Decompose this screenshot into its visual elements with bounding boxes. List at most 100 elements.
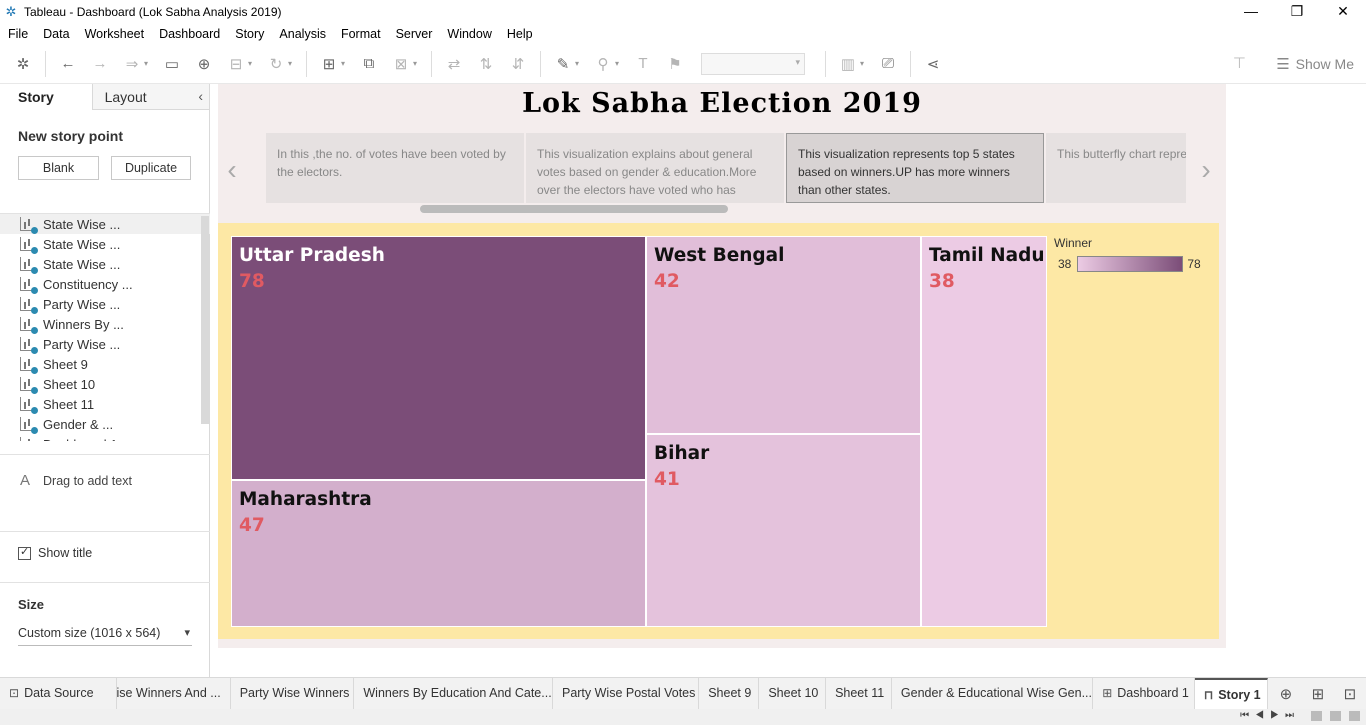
highlight-icon[interactable]: ✎ (556, 55, 570, 73)
tab-sheet[interactable]: Sheet 11 (826, 678, 892, 709)
highlight-dropdown-icon[interactable]: ▾ (575, 59, 580, 68)
pin-icon[interactable]: ⊤ (1232, 55, 1246, 72)
list-item[interactable]: Party Wise ... (0, 294, 210, 314)
clear-dropdown-icon[interactable]: ▾ (413, 59, 418, 68)
list-item[interactable]: Constituency ... (0, 274, 210, 294)
fix-axes-icon[interactable]: ⚑ (668, 55, 682, 73)
tab-story-active[interactable]: ⊓ Story 1 (1194, 678, 1268, 709)
list-item[interactable]: State Wise ... (0, 214, 210, 234)
story-point[interactable]: This visualization explains about genera… (526, 133, 784, 203)
group-members-icon[interactable]: ⚲ (597, 55, 609, 73)
sort-descending-icon[interactable]: ⇵ (511, 55, 525, 73)
new-dashboard-icon[interactable]: ⊞ (1311, 685, 1325, 703)
drag-to-add-text[interactable]: A Drag to add text (0, 454, 210, 532)
list-item[interactable]: Sheet 11 (0, 394, 210, 414)
tab-sheet[interactable]: Sheet 10 (759, 678, 827, 709)
menu-format[interactable]: Format (340, 27, 381, 41)
collapse-panel-icon[interactable]: ‹ (198, 88, 203, 104)
list-item[interactable]: Dashboard 1 (0, 434, 210, 441)
clear-sheet-icon[interactable]: ⊠ (394, 55, 408, 73)
menu-story[interactable]: Story (235, 27, 265, 41)
tab-sheet[interactable]: Winners By Education And Cate... (354, 678, 553, 709)
list-item[interactable]: Sheet 10 (0, 374, 210, 394)
save-icon[interactable]: ▭ (164, 55, 180, 73)
menu-window[interactable]: Window (447, 27, 492, 41)
minimize-button[interactable]: — (1244, 3, 1258, 19)
tab-sheet[interactable]: Party Wise Postal Votes (553, 678, 700, 709)
list-item[interactable]: Gender & ... (0, 414, 210, 434)
menu-dashboard[interactable]: Dashboard (159, 27, 221, 41)
treemap-cell[interactable]: Bihar 41 (646, 434, 921, 627)
tabs-view-icon[interactable] (1349, 711, 1360, 721)
replay-dropdown-icon[interactable]: ▾ (144, 59, 149, 68)
tab-sheet[interactable]: Wise Winners And ... (117, 678, 231, 709)
show-me-button[interactable]: ☰ Show Me (1276, 44, 1354, 84)
new-story-icon[interactable]: ⊡ (1343, 685, 1357, 703)
replay-icon[interactable]: ⇒ (125, 55, 139, 73)
tab-data-source[interactable]: ⊡ Data Source (0, 678, 118, 709)
list-item[interactable]: State Wise ... (0, 254, 210, 274)
fit-select[interactable] (701, 52, 805, 75)
list-item[interactable]: Party Wise ... (0, 334, 210, 354)
menu-analysis[interactable]: Analysis (279, 27, 326, 41)
group-dropdown-icon[interactable]: ▾ (615, 59, 620, 68)
sort-ascending-icon[interactable]: ⇅ (479, 55, 493, 73)
treemap-cell[interactable]: West Bengal 42 (646, 236, 921, 434)
filmstrip-icon[interactable] (1330, 711, 1341, 721)
cards-dropdown-icon[interactable]: ▾ (860, 59, 865, 68)
next-story-point-icon[interactable]: › (1201, 154, 1211, 185)
show-title-checkbox[interactable]: Show title (18, 545, 92, 560)
sheet-list-scrollbar[interactable] (201, 216, 209, 424)
tab-story[interactable]: Story (0, 84, 92, 110)
tableau-home-icon[interactable]: ✲ (16, 55, 30, 73)
sheet-label: State Wise ... (43, 256, 121, 272)
tab-dashboard[interactable]: ⊞ Dashboard 1 (1093, 678, 1195, 709)
sheet-sorter-icon[interactable] (1311, 711, 1322, 721)
size-dropdown[interactable]: Custom size (1016 x 564) (18, 626, 192, 646)
treemap-cell[interactable]: Maharashtra 47 (231, 480, 646, 627)
show-cards-icon[interactable]: ▥ (840, 55, 856, 73)
menu-data[interactable]: Data (43, 27, 70, 41)
duplicate-button[interactable]: Duplicate (111, 156, 191, 180)
menu-file[interactable]: File (8, 27, 29, 41)
story-point[interactable]: In this ,the no. of votes have been vote… (266, 133, 524, 203)
tab-sheet[interactable]: Gender & Educational Wise Gen... (892, 678, 1094, 709)
redo-icon[interactable]: → (92, 55, 108, 72)
swap-rows-columns-icon[interactable]: ⇄ (447, 55, 461, 73)
story-point-selected[interactable]: This visualization represents top 5 stat… (786, 133, 1044, 203)
pause-updates-icon[interactable]: ⊟ (229, 55, 243, 73)
duplicate-sheet-icon[interactable]: ⧉ (363, 55, 375, 72)
list-item[interactable]: Sheet 9 (0, 354, 210, 374)
legend-title: Winner (1054, 236, 1093, 250)
tab-sheet[interactable]: Sheet 9 (699, 678, 760, 709)
new-worksheet-icon[interactable]: ⊞ (322, 55, 336, 73)
story-point[interactable]: This butterfly chart represents general … (1046, 133, 1186, 203)
pause-dropdown-icon[interactable]: ▾ (248, 59, 253, 68)
new-worksheet-icon[interactable]: ⊕ (1279, 685, 1293, 703)
tab-sheet[interactable]: Party Wise Winners (231, 678, 355, 709)
share-icon[interactable]: ⋖ (926, 55, 940, 73)
previous-story-point-icon[interactable]: ‹ (227, 154, 237, 185)
new-story-point-heading: New story point (18, 128, 124, 144)
story-navigator-scrollbar[interactable] (420, 205, 728, 213)
sheet-navigation-icons[interactable]: ⏮◀▶⏭ (1240, 710, 1300, 721)
restore-button[interactable]: ❐ (1290, 3, 1304, 19)
menu-help[interactable]: Help (506, 27, 533, 41)
undo-icon[interactable]: ← (60, 55, 76, 72)
show-mark-labels-icon[interactable]: T (638, 55, 648, 72)
blank-button[interactable]: Blank (18, 156, 99, 180)
menu-server[interactable]: Server (395, 27, 433, 41)
refresh-icon[interactable]: ↻ (269, 55, 283, 73)
close-button[interactable]: ✕ (1337, 3, 1349, 19)
tab-layout[interactable]: Layout (91, 84, 209, 110)
treemap-cell[interactable]: Uttar Pradesh 78 (231, 236, 646, 480)
new-data-source-icon[interactable]: ⊕ (197, 55, 211, 73)
list-item[interactable]: State Wise ... (0, 234, 210, 254)
list-item[interactable]: Winners By ... (0, 314, 210, 334)
refresh-dropdown-icon[interactable]: ▾ (288, 59, 293, 68)
menu-worksheet[interactable]: Worksheet (84, 27, 145, 41)
new-worksheet-dropdown-icon[interactable]: ▾ (341, 59, 346, 68)
presentation-mode-icon[interactable]: ⎚ (881, 55, 894, 72)
treemap-cell[interactable]: Tamil Nadu 38 (921, 236, 1047, 627)
tableau-logo-icon: ✲ (5, 4, 17, 19)
